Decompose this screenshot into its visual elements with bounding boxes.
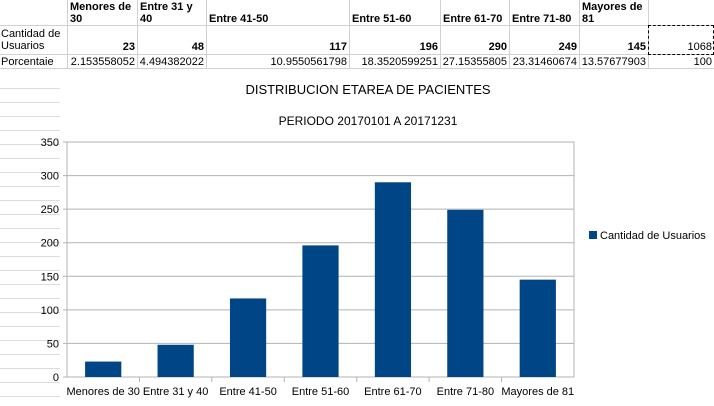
percent-cell[interactable]: 18.3520599251 [361, 56, 438, 68]
x-tick-label: Entre 71-80 [437, 386, 494, 398]
row-label-porcentaje[interactable]: Porcentaie [1, 56, 54, 68]
header-cell[interactable]: Entre 71-80 [512, 13, 572, 25]
bar[interactable] [447, 209, 484, 377]
percent-total-cell[interactable]: 100 [693, 56, 712, 68]
header-cell[interactable]: Entre 41-50 [209, 13, 269, 25]
bar[interactable] [374, 182, 412, 377]
y-tick-label: 200 [41, 238, 59, 250]
percent-cell[interactable]: 23.31460674 [512, 56, 577, 68]
bar[interactable] [519, 279, 556, 377]
row-label-cantidad[interactable]: Cantidad de Usuarios [1, 28, 61, 52]
bar[interactable] [157, 344, 194, 377]
value-cell[interactable]: 48 [191, 41, 204, 53]
y-tick-label: 350 [41, 137, 59, 149]
bar[interactable] [85, 361, 122, 377]
value-cell[interactable]: 145 [627, 41, 646, 53]
value-cell[interactable]: 23 [122, 41, 135, 53]
y-tick-label: 150 [41, 271, 59, 283]
bar[interactable] [229, 298, 267, 377]
bar[interactable] [302, 245, 339, 377]
percent-cell[interactable]: 10.9550561798 [270, 56, 347, 68]
header-cell[interactable]: Menores de 30 [70, 1, 132, 25]
x-tick-label: Entre 31 y 40 [143, 386, 208, 398]
header-cell[interactable]: Entre 51-60 [352, 13, 412, 25]
x-tick-label: Entre 51-60 [292, 386, 349, 398]
percent-cell[interactable]: 27.15355805 [442, 56, 507, 68]
value-cell[interactable]: 249 [558, 41, 577, 53]
total-cell[interactable]: 1068 [687, 41, 712, 53]
bar-chart[interactable]: DISTRIBUCION ETAREA DE PACIENTES PERIODO… [0, 76, 714, 406]
header-cell[interactable]: Entre 31 y 40 [140, 1, 193, 25]
x-tick-label: Menores de 30 [67, 386, 140, 398]
value-cell[interactable]: 290 [488, 41, 507, 53]
chart-legend: Cantidad de Usuarios [589, 230, 706, 242]
y-tick-label: 100 [41, 305, 59, 317]
x-tick-label: Entre 41-50 [219, 386, 276, 398]
percent-cell[interactable]: 4.494382022 [139, 56, 204, 68]
chart-title: DISTRIBUCION ETAREA DE PACIENTES [245, 82, 490, 97]
percent-cell[interactable]: 13.57677903 [581, 56, 646, 68]
value-cell[interactable]: 196 [419, 41, 438, 53]
x-tick-label: Entre 61-70 [364, 386, 421, 398]
legend-swatch [589, 231, 597, 239]
y-tick-label: 300 [41, 171, 59, 183]
percent-cell[interactable]: 2.153558052 [70, 56, 135, 68]
x-tick-label: Mayores de 81 [501, 386, 574, 398]
header-cell[interactable]: Mayores de 81 [582, 1, 643, 25]
y-tick-label: 0 [53, 372, 59, 384]
chart-subtitle: PERIODO 20170101 A 20171231 [279, 114, 458, 128]
legend-label: Cantidad de Usuarios [600, 230, 706, 242]
y-tick-label: 250 [41, 204, 59, 216]
header-cell[interactable]: Entre 61-70 [443, 13, 503, 25]
y-tick-label: 50 [47, 338, 59, 350]
value-cell[interactable]: 117 [329, 41, 347, 53]
